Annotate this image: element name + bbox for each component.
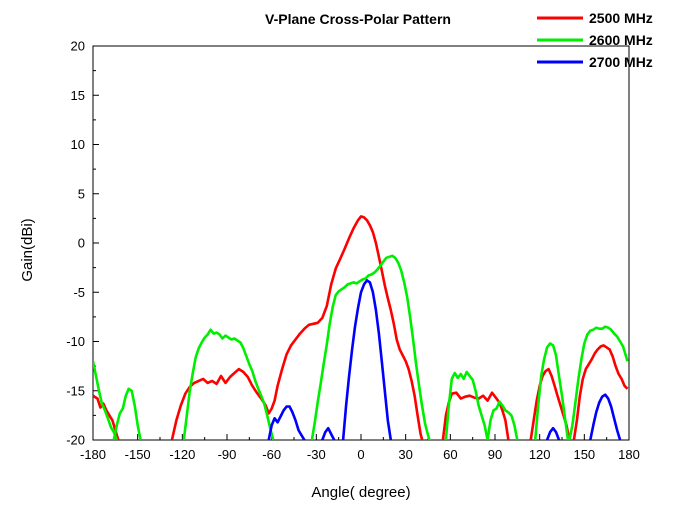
y-tick-label: -10 <box>66 334 85 349</box>
series-2 <box>93 254 629 440</box>
x-tick-label: 90 <box>488 447 502 462</box>
y-tick-label: -5 <box>73 285 85 300</box>
y-tick-label: 20 <box>71 39 85 54</box>
series-line-segment <box>444 370 489 440</box>
x-tick-label: 180 <box>618 447 640 462</box>
series-line-segment <box>341 279 393 440</box>
plot-frame <box>92 45 630 441</box>
legend-label: 2700 MHz <box>589 54 653 70</box>
legend-label: 2500 MHz <box>589 10 653 26</box>
series-1 <box>93 215 629 440</box>
series-line-segment <box>441 391 510 440</box>
x-tick-label: -120 <box>169 447 195 462</box>
series-line-segment <box>182 328 275 440</box>
chart-legend: 2500 MHz 2600 MHz 2700 MHz <box>537 10 653 70</box>
y-tick-label: -15 <box>66 383 85 398</box>
series-line-segment <box>93 360 119 440</box>
x-tick-label: 0 <box>357 447 364 462</box>
x-tick-label: -90 <box>218 447 237 462</box>
series-line-segment <box>529 367 571 440</box>
series-line-segment <box>321 426 336 440</box>
y-tick-label: -20 <box>66 433 85 448</box>
series-3 <box>267 279 622 440</box>
y-tick-label: 5 <box>78 186 85 201</box>
x-tick-label: 30 <box>398 447 412 462</box>
x-axis-label: Angle( degree) <box>311 484 410 501</box>
series-line-segment <box>93 394 120 440</box>
y-tick-label: 0 <box>78 236 85 251</box>
x-tick-label: -60 <box>262 447 281 462</box>
x-tick-label: 120 <box>529 447 551 462</box>
series-line-segment <box>589 393 622 440</box>
legend-label: 2600 MHz <box>589 32 653 48</box>
x-tick-label: -180 <box>80 447 106 462</box>
series-line-segment <box>310 254 431 440</box>
series-line-segment <box>568 325 629 440</box>
x-tick-label: 60 <box>443 447 457 462</box>
series-line-segment <box>572 344 629 440</box>
series-lines <box>93 215 629 440</box>
x-tick-label: -30 <box>307 447 326 462</box>
x-tick-label: 150 <box>573 447 595 462</box>
y-axis-ticks: -20 -15 -10 -5 0 5 10 15 20 <box>66 39 99 448</box>
y-tick-label: 10 <box>71 137 85 152</box>
x-axis-ticks: -180 -150 -120 -90 -60 -30 0 30 60 90 120 150 180 <box>80 434 640 462</box>
x-tick-label: -150 <box>125 447 151 462</box>
series-line-segment <box>533 342 570 440</box>
series-line-segment <box>267 405 306 440</box>
chart-title: V-Plane Cross-Polar Pattern <box>265 11 451 27</box>
series-line-segment <box>170 215 424 440</box>
series-line-segment <box>112 387 142 440</box>
series-line-segment <box>486 400 519 440</box>
series-line-segment <box>545 426 561 440</box>
y-axis-label: Gain(dBi) <box>19 218 36 281</box>
y-tick-label: 15 <box>71 88 85 103</box>
